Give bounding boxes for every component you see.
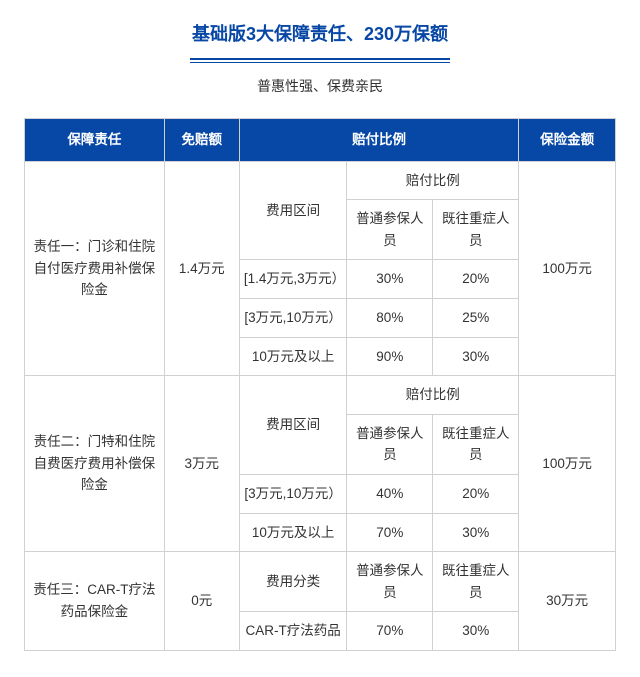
tier-preexisting: 30% (433, 513, 519, 552)
deductible-cell: 1.4万元 (164, 161, 239, 376)
title-underline (24, 58, 616, 60)
header-deductible: 免赔额 (164, 119, 239, 162)
tier-range: [1.4万元,3万元） (239, 260, 346, 299)
ratio-sub-header: 赔付比例 (347, 161, 519, 200)
coverage-table: 保障责任 免赔额 赔付比例 保险金额 责任一：门诊和住院自付医疗费用补偿保险金 … (24, 118, 616, 651)
tier-preexisting: 30% (433, 337, 519, 376)
normal-header: 普通参保人员 (347, 414, 433, 474)
preexisting-header: 既往重症人员 (433, 552, 519, 612)
page-title: 基础版3大保障责任、230万保额 (24, 20, 616, 56)
normal-header: 普通参保人员 (347, 200, 433, 260)
deductible-cell: 0元 (164, 552, 239, 651)
table-row: 责任一：门诊和住院自付医疗费用补偿保险金 1.4万元 费用区间 赔付比例 100… (25, 161, 616, 200)
tier-normal: 30% (347, 260, 433, 299)
amount-cell: 100万元 (519, 161, 616, 376)
tier-normal: 70% (347, 612, 433, 651)
header-responsibility: 保障责任 (25, 119, 165, 162)
tier-range: [3万元,10万元） (239, 474, 346, 513)
header-amount: 保险金额 (519, 119, 616, 162)
table-header-row: 保障责任 免赔额 赔付比例 保险金额 (25, 119, 616, 162)
normal-header: 普通参保人员 (347, 552, 433, 612)
tier-range: [3万元,10万元） (239, 298, 346, 337)
amount-cell: 100万元 (519, 376, 616, 552)
responsibility-cell: 责任一：门诊和住院自付医疗费用补偿保险金 (25, 161, 165, 376)
tier-normal: 80% (347, 298, 433, 337)
cost-category-header: 费用分类 (239, 552, 346, 612)
ratio-sub-header: 赔付比例 (347, 376, 519, 415)
amount-cell: 30万元 (519, 552, 616, 651)
tier-range: 10万元及以上 (239, 513, 346, 552)
tier-normal: 40% (347, 474, 433, 513)
preexisting-header: 既往重症人员 (433, 200, 519, 260)
subtitle: 普惠性强、保费亲民 (24, 76, 616, 96)
preexisting-header: 既往重症人员 (433, 414, 519, 474)
responsibility-cell: 责任二：门特和住院自费医疗费用补偿保险金 (25, 376, 165, 552)
tier-range: CAR-T疗法药品 (239, 612, 346, 651)
tier-preexisting: 20% (433, 474, 519, 513)
responsibility-cell: 责任三：CAR-T疗法药品保险金 (25, 552, 165, 651)
tier-preexisting: 20% (433, 260, 519, 299)
tier-normal: 90% (347, 337, 433, 376)
cost-range-header: 费用区间 (239, 376, 346, 475)
tier-preexisting: 25% (433, 298, 519, 337)
header-ratio: 赔付比例 (239, 119, 518, 162)
tier-range: 10万元及以上 (239, 337, 346, 376)
deductible-cell: 3万元 (164, 376, 239, 552)
cost-range-header: 费用区间 (239, 161, 346, 260)
tier-preexisting: 30% (433, 612, 519, 651)
table-row: 责任三：CAR-T疗法药品保险金 0元 费用分类 普通参保人员 既往重症人员 3… (25, 552, 616, 612)
table-row: 责任二：门特和住院自费医疗费用补偿保险金 3万元 费用区间 赔付比例 100万元 (25, 376, 616, 415)
tier-normal: 70% (347, 513, 433, 552)
